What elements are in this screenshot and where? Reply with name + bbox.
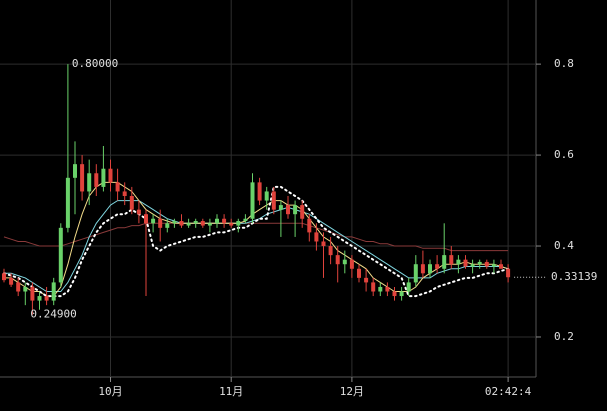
candle-body <box>286 205 290 215</box>
candle-body <box>300 205 305 219</box>
candle-body <box>257 182 262 201</box>
candle-body <box>94 173 99 187</box>
candle-body <box>435 264 440 269</box>
candle-body <box>442 255 447 269</box>
candle-body <box>392 291 397 297</box>
x-tick-label: 11月 <box>219 385 243 398</box>
candle-body <box>364 277 369 283</box>
candle-body <box>151 218 156 224</box>
x-tick-label: 12月 <box>340 385 364 398</box>
candle-body <box>108 168 113 183</box>
x-tick-label: 10月 <box>98 385 122 398</box>
candle-body <box>406 282 411 292</box>
y-tick-label: 0.8 <box>554 57 574 70</box>
candle-body <box>413 264 418 283</box>
candle-body <box>499 264 503 269</box>
candle-body <box>115 182 120 192</box>
candle-body <box>51 282 56 301</box>
plot-area <box>0 0 536 377</box>
candle-body <box>250 182 255 219</box>
candle-body <box>158 218 163 228</box>
x-tick-label: 02:42:4 <box>485 385 532 398</box>
candle-body <box>271 191 276 210</box>
y-tick-label: 0.6 <box>554 148 574 161</box>
indicator-line <box>3 185 510 298</box>
candle-body <box>101 168 106 187</box>
candle-body <box>314 232 319 242</box>
candle-body <box>193 221 198 224</box>
candle-body <box>349 259 354 269</box>
y-tick-label: 0.2 <box>554 330 574 343</box>
candle-body <box>428 264 432 274</box>
candle-body <box>87 173 92 192</box>
candle-body <box>357 268 361 278</box>
candle-body <box>506 268 511 278</box>
candle-body <box>16 282 21 292</box>
candle-body <box>222 218 227 224</box>
candle-body <box>23 286 28 292</box>
candle-body <box>307 218 312 233</box>
candle-body <box>385 286 390 292</box>
indicator-line <box>4 181 509 297</box>
candle-body <box>470 264 475 267</box>
candle-body <box>30 286 35 301</box>
last-price-label: 0.33139 <box>551 270 597 283</box>
candle-body <box>58 227 63 283</box>
candle-body <box>136 209 141 215</box>
candle-body <box>264 191 269 201</box>
candle-body <box>371 282 376 292</box>
candle-body <box>37 296 42 301</box>
candle-body <box>243 218 248 222</box>
candle-body <box>278 205 283 210</box>
candle-body <box>463 259 468 267</box>
candle-body <box>129 196 134 210</box>
candle-body <box>9 277 14 285</box>
candle-body <box>399 291 404 297</box>
candle-body <box>122 191 127 197</box>
candle-body <box>420 264 425 274</box>
candle-body <box>293 205 298 215</box>
candle-body <box>229 223 234 226</box>
candle-body <box>484 261 489 267</box>
candle-body <box>335 255 340 265</box>
candle-body <box>80 164 85 192</box>
candle-body <box>65 177 70 228</box>
candle-body <box>215 218 219 224</box>
candle-body <box>321 241 326 247</box>
candle-body <box>73 164 77 178</box>
candle-body <box>456 259 461 265</box>
candle-body <box>165 223 170 228</box>
candle-body <box>179 221 184 226</box>
candle-body <box>378 286 383 292</box>
candle-body <box>207 223 212 226</box>
candle-body <box>200 221 205 226</box>
candle-body <box>2 273 6 281</box>
candle-body <box>328 246 333 256</box>
candle-body <box>144 214 148 224</box>
indicator-line <box>3 222 509 252</box>
candle-body <box>186 223 191 226</box>
candle-body <box>491 264 496 267</box>
candle-body <box>44 296 49 301</box>
annotation-label: 0.80000 <box>72 57 118 70</box>
candle-body <box>172 221 177 224</box>
y-tick-label: 0.4 <box>554 239 574 252</box>
candle-body <box>236 221 241 226</box>
candle-body <box>342 259 347 265</box>
candle-body <box>449 255 454 265</box>
annotation-label: 0.24900 <box>30 308 76 321</box>
candle-body <box>477 261 482 265</box>
